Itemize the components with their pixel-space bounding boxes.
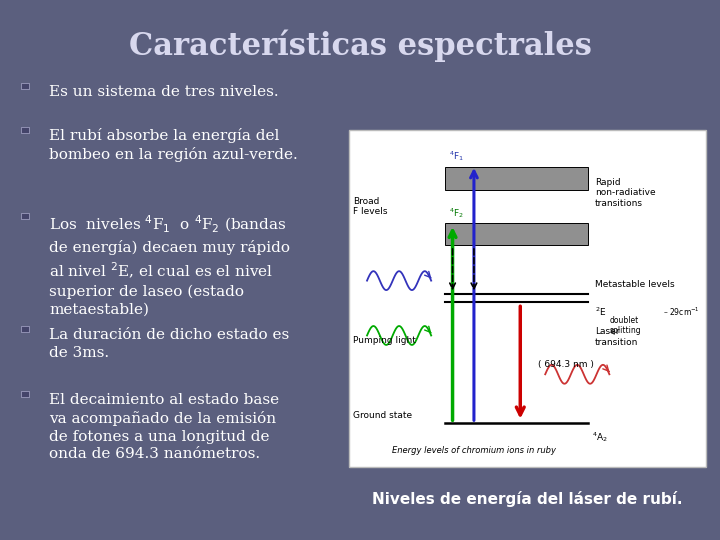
Text: Pumping light: Pumping light — [353, 336, 415, 345]
Text: El decaimiento al estado base
va acompañado de la emisión
de fotones a una longi: El decaimiento al estado base va acompañ… — [49, 393, 279, 462]
Text: La duración de dicho estado es
de 3ms.: La duración de dicho estado es de 3ms. — [49, 328, 289, 360]
Bar — [349, 130, 706, 467]
Text: $^4$A$_2$: $^4$A$_2$ — [592, 430, 608, 444]
Text: Características espectrales: Características espectrales — [129, 30, 591, 62]
Text: Niveles de energía del láser de rubí.: Niveles de energía del láser de rubí. — [372, 491, 683, 508]
Text: Broad
F levels: Broad F levels — [353, 197, 387, 216]
Text: $^2$E: $^2$E — [595, 306, 606, 318]
Text: Metastable levels: Metastable levels — [595, 280, 675, 289]
Bar — [22, 126, 30, 132]
Bar — [22, 326, 30, 332]
Bar — [22, 83, 30, 89]
Text: – 29cm$^{-1}$: – 29cm$^{-1}$ — [663, 306, 700, 318]
Text: Ground state: Ground state — [353, 411, 412, 420]
Text: $^4$F$_1$: $^4$F$_1$ — [449, 150, 464, 163]
Text: ( 694.3 nm ): ( 694.3 nm ) — [538, 360, 594, 369]
Text: Es un sistema de tres niveles.: Es un sistema de tres niveles. — [49, 85, 279, 99]
Text: Rapid
non-radiative
transitions: Rapid non-radiative transitions — [595, 178, 656, 208]
Text: El rubí absorbe la energía del
bombeo en la región azul-verde.: El rubí absorbe la energía del bombeo en… — [49, 128, 297, 162]
Text: $^4$F$_2$: $^4$F$_2$ — [449, 206, 464, 220]
Text: doublet
splitting: doublet splitting — [609, 316, 641, 335]
Bar — [22, 391, 30, 397]
Bar — [446, 223, 588, 245]
Bar — [22, 213, 30, 219]
Text: Laser
transition: Laser transition — [595, 327, 639, 347]
Text: Los  niveles $^4$F$_1$  o $^4$F$_2$ (bandas
de energía) decaen muy rápido
al niv: Los niveles $^4$F$_1$ o $^4$F$_2$ (banda… — [49, 214, 290, 317]
Bar — [446, 167, 588, 191]
Text: Energy levels of chromium ions in ruby: Energy levels of chromium ions in ruby — [392, 446, 556, 455]
